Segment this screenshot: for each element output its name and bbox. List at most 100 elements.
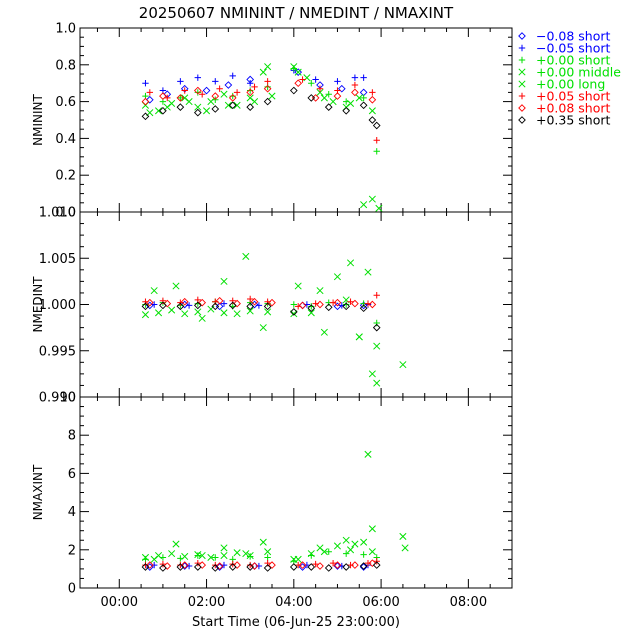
legend-symbol	[518, 44, 526, 52]
data-point	[264, 63, 272, 71]
data-point	[246, 307, 254, 315]
data-point	[351, 74, 359, 81]
y-axis-label: NMEDINT	[31, 276, 45, 333]
data-point	[145, 298, 154, 307]
data-point	[342, 106, 351, 115]
data-point	[264, 554, 271, 561]
data-point	[198, 298, 207, 307]
data-point	[264, 548, 272, 556]
data-point	[263, 302, 272, 311]
data-point	[207, 553, 215, 561]
legend-label: +0.00 long	[536, 77, 605, 92]
data-point	[202, 86, 211, 95]
data-point	[220, 544, 228, 552]
data-point	[168, 306, 176, 314]
data-point	[342, 536, 350, 544]
y-tick-label: 0.6	[55, 95, 76, 110]
data-point	[259, 324, 267, 332]
data-point	[401, 544, 409, 552]
y-tick-label: 1.0	[55, 22, 76, 37]
legend-label: +0.05 short	[536, 89, 611, 104]
data-point	[172, 282, 180, 290]
data-point	[163, 299, 172, 308]
legend-symbol	[518, 56, 526, 64]
data-point	[316, 88, 324, 96]
data-point	[264, 308, 272, 316]
data-point	[369, 89, 376, 96]
data-point	[333, 92, 342, 100]
data-point	[159, 301, 167, 310]
data-point	[372, 323, 381, 332]
data-point	[250, 562, 259, 570]
data-point	[324, 564, 333, 572]
data-point	[307, 309, 315, 317]
data-point	[333, 298, 342, 307]
data-point	[342, 301, 350, 308]
y-tick-label: 0.4	[55, 132, 76, 147]
data-point	[346, 546, 355, 554]
data-point	[333, 561, 342, 569]
data-point	[308, 303, 315, 310]
data-point	[194, 551, 202, 559]
data-point	[334, 78, 341, 85]
data-point	[211, 564, 220, 572]
data-point	[194, 552, 202, 559]
data-point	[255, 302, 263, 309]
data-point	[141, 311, 150, 319]
data-point	[142, 80, 149, 87]
data-point	[320, 94, 328, 102]
data-point	[229, 297, 236, 304]
data-point	[194, 74, 202, 81]
data-point	[346, 259, 355, 267]
data-point	[141, 302, 150, 311]
legend-item: +0.05 short	[518, 89, 611, 104]
data-point	[246, 87, 254, 94]
data-point	[259, 68, 267, 76]
plot-frame	[79, 27, 513, 213]
data-point	[307, 94, 316, 102]
data-point	[364, 268, 372, 276]
data-point	[159, 92, 167, 100]
panel-nmaxint: 0 2 4 6 8 10 NMAXINT 00:00 02:00 04:00 06:00 08:00	[31, 391, 513, 610]
data-point	[250, 297, 259, 306]
legend-symbol	[518, 80, 526, 88]
data-point	[290, 301, 298, 308]
data-point	[211, 302, 220, 311]
data-point	[193, 301, 202, 310]
data-point	[359, 304, 368, 313]
data-point	[289, 86, 298, 95]
data-point	[180, 297, 189, 306]
data-point	[176, 94, 185, 102]
data-point	[373, 292, 380, 299]
data-point	[215, 296, 224, 305]
data-point	[308, 80, 315, 87]
data-point	[316, 85, 324, 92]
data-point	[246, 88, 255, 97]
data-point	[212, 554, 219, 561]
data-point	[355, 333, 363, 341]
data-point	[224, 81, 233, 89]
data-point	[372, 121, 381, 130]
legend-item: +0.35 short	[518, 113, 611, 128]
data-point	[172, 540, 180, 548]
data-point	[351, 81, 359, 89]
data-point	[154, 107, 163, 115]
data-point	[347, 298, 354, 305]
data-point	[142, 561, 149, 569]
data-point	[351, 88, 359, 97]
legend: −0.08 short−0.05 short+0.00 short+0.00 m…	[518, 29, 621, 128]
data-point	[368, 95, 377, 104]
data-point	[289, 308, 298, 316]
y-axis-label: NMAXINT	[31, 464, 45, 520]
data-point	[373, 148, 380, 155]
data-point	[299, 76, 306, 83]
data-point	[150, 555, 158, 563]
data-point	[268, 561, 276, 569]
y-tick-label: 1.000	[39, 298, 76, 313]
data-point	[333, 273, 342, 281]
data-point	[347, 561, 354, 569]
data-point	[373, 137, 380, 144]
data-point	[359, 101, 368, 110]
data-point	[212, 78, 219, 85]
